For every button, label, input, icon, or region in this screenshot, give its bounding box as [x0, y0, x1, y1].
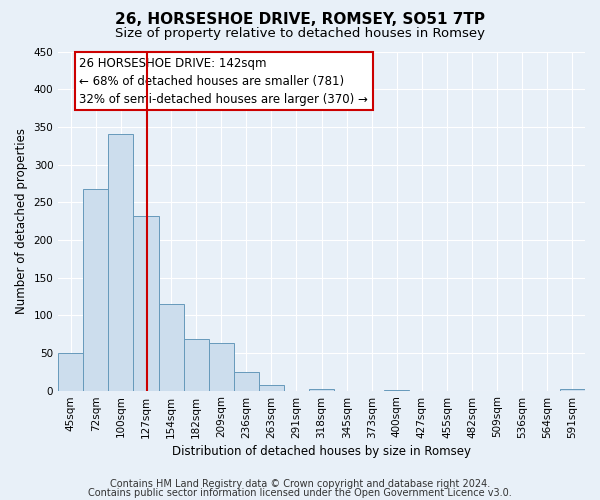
- Bar: [209, 343, 234, 390]
- Bar: [58, 353, 83, 391]
- Text: Size of property relative to detached houses in Romsey: Size of property relative to detached ho…: [115, 28, 485, 40]
- Bar: [259, 386, 284, 390]
- X-axis label: Distribution of detached houses by size in Romsey: Distribution of detached houses by size …: [172, 444, 471, 458]
- Bar: [184, 340, 209, 390]
- Text: Contains HM Land Registry data © Crown copyright and database right 2024.: Contains HM Land Registry data © Crown c…: [110, 479, 490, 489]
- Text: 26 HORSESHOE DRIVE: 142sqm
← 68% of detached houses are smaller (781)
32% of sem: 26 HORSESHOE DRIVE: 142sqm ← 68% of deta…: [79, 56, 368, 106]
- Bar: [133, 216, 158, 390]
- Bar: [560, 389, 585, 390]
- Y-axis label: Number of detached properties: Number of detached properties: [15, 128, 28, 314]
- Bar: [309, 389, 334, 390]
- Text: 26, HORSESHOE DRIVE, ROMSEY, SO51 7TP: 26, HORSESHOE DRIVE, ROMSEY, SO51 7TP: [115, 12, 485, 28]
- Bar: [158, 304, 184, 390]
- Bar: [83, 190, 109, 390]
- Bar: [109, 134, 133, 390]
- Text: Contains public sector information licensed under the Open Government Licence v3: Contains public sector information licen…: [88, 488, 512, 498]
- Bar: [234, 372, 259, 390]
